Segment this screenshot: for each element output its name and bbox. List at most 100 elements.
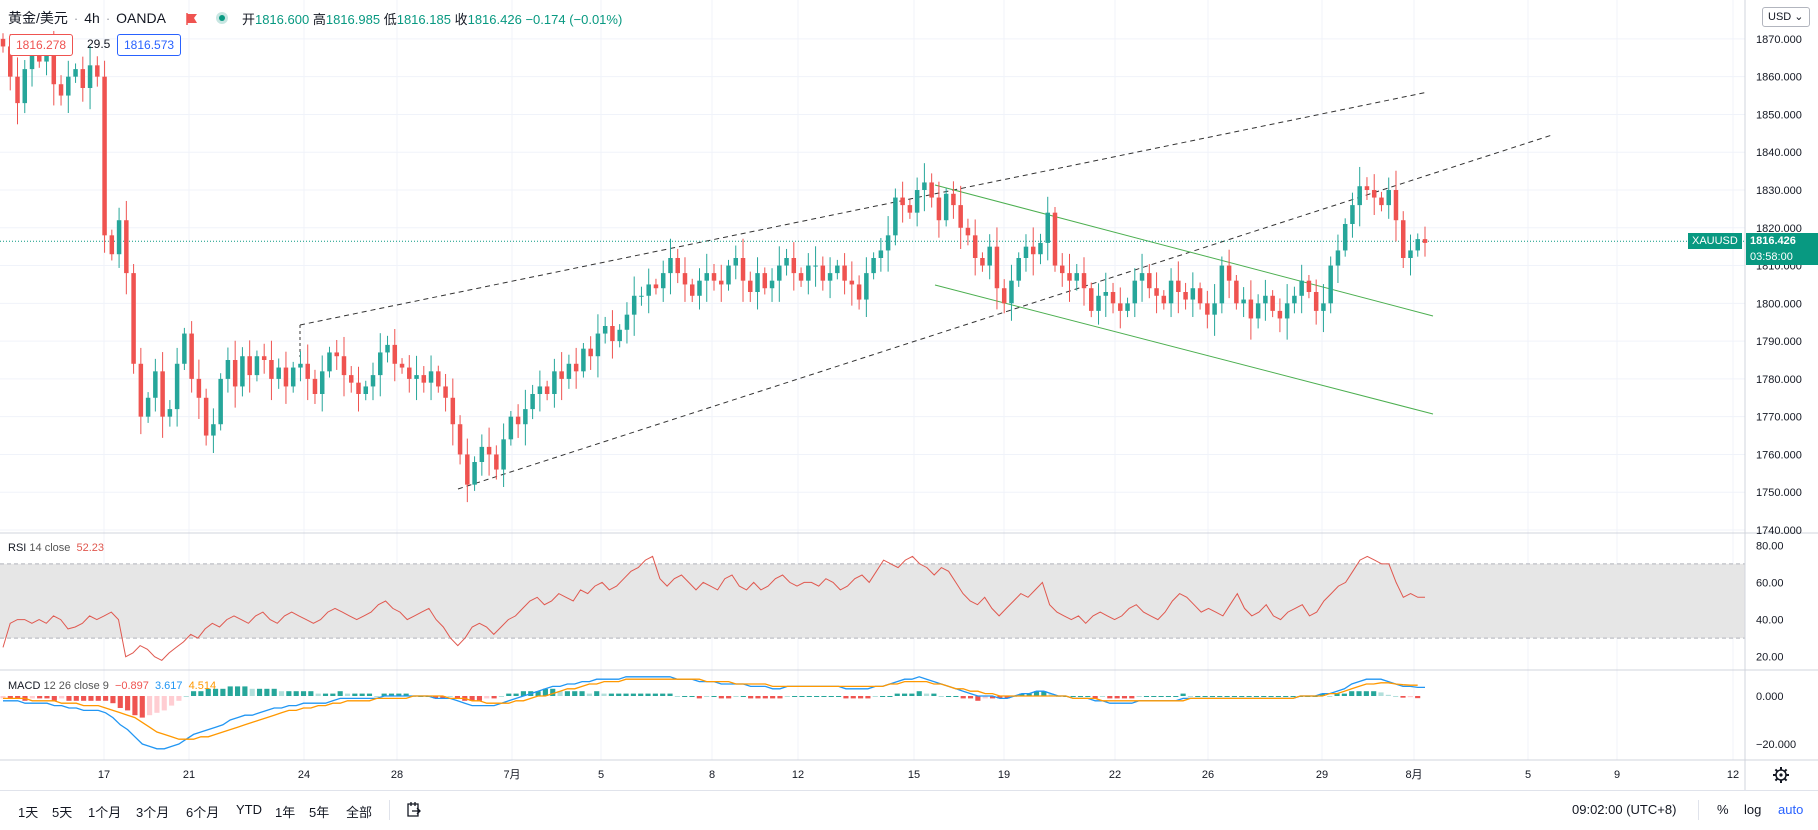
exchange-label[interactable]: OANDA — [116, 10, 166, 26]
timeframe-1d[interactable]: 1天 — [18, 805, 39, 820]
auto-scale-toggle[interactable]: auto — [1778, 802, 1804, 817]
chart-canvas[interactable]: 1870.000 1860.000 1850.000 1840.000 1830.000… — [0, 0, 1818, 790]
price-axis[interactable]: 1870.000 1860.000 1850.000 1840.000 1830.000… — [1756, 34, 1802, 537]
bar-countdown: 03:58:00 — [1746, 249, 1818, 266]
buy-price-button[interactable]: 1816.573 — [117, 34, 182, 56]
macd-hist-bar — [535, 691, 541, 696]
timeframe-1y[interactable]: 1年 — [275, 805, 296, 820]
price-tick-label: 1790.000 — [1756, 336, 1802, 348]
trendline-upper-channel[interactable] — [299, 91, 1429, 326]
macd-hist-bar — [762, 696, 768, 699]
timeframe-3m[interactable]: 3个月 — [136, 805, 170, 820]
candle-body — [87, 65, 93, 88]
candle-body — [624, 314, 630, 330]
rsi-axis[interactable]: 80.00 60.00 40.00 20.00 — [1756, 540, 1784, 663]
macd-hist-bar — [1363, 691, 1369, 696]
symbol-legend[interactable]: 黄金/美元 · 4h · OANDA 开1816.600 高1816.985 低… — [8, 8, 622, 28]
rsi-band — [0, 563, 1745, 639]
percent-scale-toggle[interactable]: % — [1717, 802, 1729, 817]
flag-icon[interactable] — [186, 12, 198, 25]
currency-selector[interactable]: USD ⌄ — [1762, 7, 1810, 27]
sell-price-button[interactable]: 1816.278 — [9, 34, 74, 56]
time-axis[interactable]: 17 21 24 28 7月 5 8 12 15 19 22 26 29 8月 5 9 12 — [98, 769, 1739, 781]
macd-hist-bar — [616, 693, 622, 696]
candle-body — [515, 416, 521, 425]
macd-hist-bar — [264, 688, 270, 696]
candle-body — [29, 54, 35, 70]
candle-body — [1197, 288, 1203, 304]
settings-gear-icon[interactable] — [1773, 767, 1789, 783]
candle-body — [189, 333, 194, 379]
trendline-lower-channel[interactable] — [457, 134, 1553, 490]
macd-hist-bar — [506, 693, 512, 696]
macd-hist-bar — [601, 693, 607, 696]
candle-body — [1219, 265, 1225, 304]
candle-body — [472, 462, 477, 485]
separator-dot: · — [73, 10, 79, 26]
time-tick-label: 12 — [1727, 769, 1739, 781]
macd-hist-bar — [674, 696, 680, 697]
macd-hist-bar — [1107, 696, 1113, 699]
price-tick-label: 1870.000 — [1756, 34, 1802, 46]
candle-body — [22, 69, 28, 104]
candle-body — [1415, 239, 1420, 251]
candle-body — [1118, 303, 1123, 311]
macd-hist-bar — [352, 693, 358, 696]
macd-hist-bar — [865, 696, 871, 699]
rsi-tick-label: 40.00 — [1756, 615, 1784, 627]
candle-body — [327, 352, 332, 372]
candle-body — [530, 394, 535, 410]
candle-body — [573, 363, 579, 372]
macd-legend[interactable]: MACD 12 26 close 9 −0.897 3.617 4.514 — [8, 680, 217, 692]
time-tick-label: 5 — [1525, 769, 1531, 781]
candle-body — [1176, 280, 1181, 292]
trendline-down-channel-bottom[interactable] — [934, 284, 1434, 415]
candle-body — [581, 348, 586, 372]
macd-axis[interactable]: 0.000 −20.000 — [1756, 691, 1796, 751]
candle-body — [1248, 299, 1254, 319]
candle-body — [1226, 265, 1232, 281]
macd-hist-bar — [1092, 696, 1098, 699]
timeframe-all[interactable]: 全部 — [346, 805, 373, 820]
timeframe-5d[interactable]: 5天 — [52, 805, 73, 820]
macd-hist-bar — [191, 691, 197, 696]
goto-date-icon[interactable] — [405, 801, 423, 822]
macd-hist-bar — [1239, 696, 1245, 697]
clock-timezone[interactable]: 09:02:00 (UTC+8) — [1572, 802, 1677, 817]
macd-hist-bar — [198, 691, 204, 696]
macd-hist-bar — [213, 688, 219, 696]
candle-body — [392, 344, 398, 364]
timeframe-1m[interactable]: 1个月 — [88, 805, 122, 820]
timeframe-5y[interactable]: 5年 — [309, 805, 330, 820]
candle-body — [733, 258, 739, 266]
candle-body — [298, 363, 303, 368]
candle-body — [1147, 273, 1152, 289]
candle-body — [37, 54, 42, 62]
candle-body — [501, 439, 506, 470]
macd-hist-bar — [989, 696, 996, 699]
candle-body — [820, 265, 826, 281]
macd-hist-bar — [1253, 696, 1259, 697]
macd-hist-bar — [704, 696, 710, 697]
macd-hist-bar — [828, 696, 834, 697]
bottom-toolbar: 1天 5天 1个月 3个月 6个月 YTD 1年 5年 全部 09:02:00 … — [0, 790, 1818, 830]
price-tick-label: 1800.000 — [1756, 298, 1802, 310]
toolbar-divider — [1698, 800, 1699, 820]
trendline-down-channel-top[interactable] — [934, 184, 1434, 317]
candle-body — [697, 280, 702, 296]
macd-hist-bar — [315, 693, 321, 696]
candle-body — [900, 197, 905, 206]
market-status-icon[interactable] — [215, 12, 228, 24]
symbol-name[interactable]: 黄金/美元 — [8, 10, 68, 26]
timeframe-ytd[interactable]: YTD — [236, 802, 262, 817]
macd-hist-bar — [755, 696, 761, 699]
macd-hist-bar — [278, 691, 285, 696]
log-scale-toggle[interactable]: log — [1744, 802, 1762, 817]
candle-body — [987, 246, 992, 266]
time-tick-label: 19 — [998, 769, 1010, 781]
interval-label[interactable]: 4h — [84, 10, 100, 26]
timeframe-6m[interactable]: 6个月 — [186, 805, 220, 820]
rsi-legend[interactable]: RSI 14 close 52.23 — [8, 542, 104, 554]
time-tick-label: 5 — [598, 769, 604, 781]
symbol-tag: XAUUSD — [1688, 233, 1742, 250]
